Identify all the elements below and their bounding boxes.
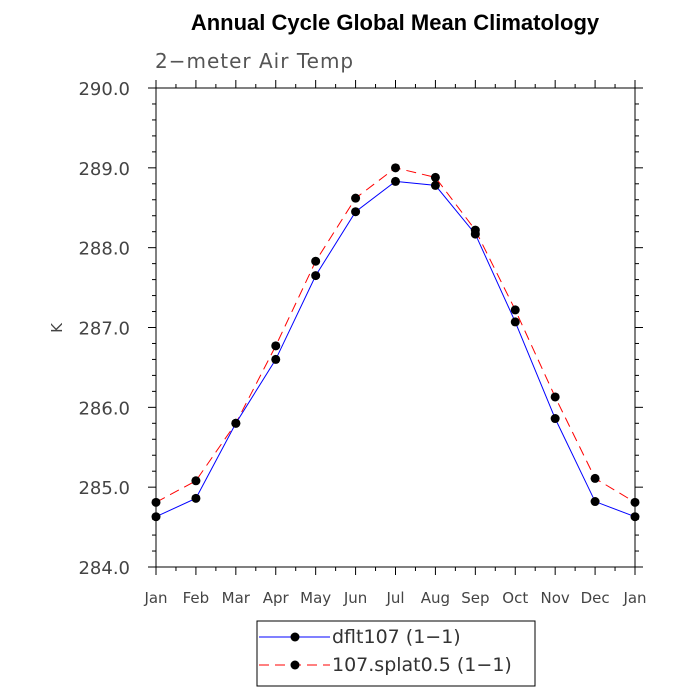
x-tick-labels: Jan Feb Mar Apr May Jun Jul Aug Sep Oct Nov Dec Jan xyxy=(143,589,646,607)
legend-box xyxy=(256,620,536,687)
y-tick-label: 286.0 xyxy=(78,398,130,419)
plot-frame xyxy=(155,87,636,568)
chart-title: Annual Cycle Global Mean Climatology xyxy=(191,10,600,35)
series-1-point xyxy=(430,172,440,182)
x-tick-label: Jan xyxy=(622,589,646,607)
series-0-point xyxy=(510,317,520,327)
x-tick-label: Dec xyxy=(581,589,610,607)
x-tick-label: Aug xyxy=(421,589,450,607)
legend-marker-dflt107 xyxy=(290,632,300,642)
x-tick-label: Feb xyxy=(183,589,210,607)
series-0-point xyxy=(430,180,440,190)
x-tick-label: Jun xyxy=(343,589,367,607)
series-1-point xyxy=(590,473,600,483)
y-tick-label: 285.0 xyxy=(78,478,130,499)
series-1-point xyxy=(510,305,520,315)
series-1-point xyxy=(311,256,321,266)
legend-label-splat: 107.splat0.5 (1−1) xyxy=(332,654,512,676)
y-axis-label: K xyxy=(48,322,66,333)
series-1-point xyxy=(391,163,400,173)
series-0-point xyxy=(550,414,560,424)
series-1-point xyxy=(231,418,241,428)
x-tick-label: Jul xyxy=(385,589,404,607)
series-0-point xyxy=(191,493,201,503)
series-layer xyxy=(151,163,640,522)
series-0-point xyxy=(391,176,400,186)
x-tick-label: Mar xyxy=(222,589,251,607)
y-tick-label: 290.0 xyxy=(78,79,130,100)
series-0-point xyxy=(271,354,281,364)
y-tick-label: 289.0 xyxy=(78,159,130,180)
series-1-point xyxy=(630,497,640,507)
x-tick-label: Sep xyxy=(461,589,489,607)
series-1-point xyxy=(550,392,560,402)
x-tick-label: Oct xyxy=(502,589,528,607)
series-line-0 xyxy=(155,180,636,518)
series-0-point xyxy=(151,512,161,522)
y-tick-labels: 284.0 285.0 286.0 287.0 288.0 289.0 290.0 xyxy=(78,79,130,579)
chart-subtitle: 2−meter Air Temp xyxy=(155,49,354,73)
x-tick-label: Apr xyxy=(263,589,290,607)
y-tick-label: 284.0 xyxy=(78,558,130,579)
series-1-point xyxy=(351,193,361,203)
x-tick-label: May xyxy=(300,589,331,607)
series-0-point xyxy=(351,207,361,217)
legend-label-dflt107: dflt107 (1−1) xyxy=(332,626,461,648)
x-tick-label: Nov xyxy=(541,589,570,607)
series-1-point xyxy=(151,497,161,507)
series-0-point xyxy=(311,271,321,281)
series-1-point xyxy=(271,341,281,351)
series-1-point xyxy=(191,476,201,486)
y-tick-label: 288.0 xyxy=(78,239,130,260)
series-0-point xyxy=(630,512,640,522)
legend: dflt107 (1−1) 107.splat0.5 (1−1) xyxy=(256,620,536,687)
x-tick-label: Jan xyxy=(143,589,167,607)
series-1-point xyxy=(470,225,480,235)
series-line-1 xyxy=(155,167,636,503)
y-tick-label: 287.0 xyxy=(78,319,130,340)
axis-ticks xyxy=(148,80,643,575)
series-0-point xyxy=(590,497,600,507)
legend-marker-splat xyxy=(290,660,300,670)
